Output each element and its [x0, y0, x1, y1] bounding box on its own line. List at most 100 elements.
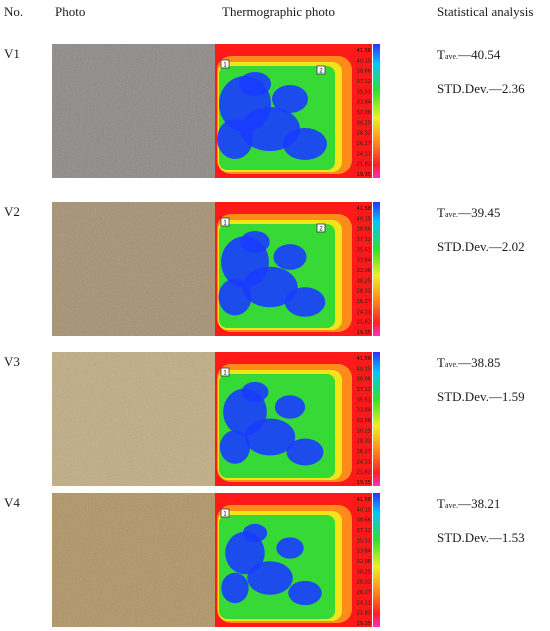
scale-label: 35.51 — [357, 538, 371, 544]
scale-label: 21.82 — [357, 611, 371, 617]
statistics: Tave.—40.54 STD.Dev.—2.36 — [437, 46, 525, 98]
average-temperature: Tave.—38.21 — [437, 496, 501, 511]
scale-label: 40.15 — [357, 216, 371, 222]
scale-label: 40.15 — [357, 507, 371, 513]
color-scale-bar — [373, 44, 380, 178]
measurement-marker: 1 — [220, 367, 230, 377]
scale-label: 30.25 — [357, 120, 371, 126]
measurement-marker: 1 — [220, 217, 230, 227]
average-temperature: Tave.—40.54 — [437, 47, 501, 62]
measurement-marker: 1 — [220, 508, 230, 518]
scale-label: 38.66 — [357, 377, 371, 383]
scale-label: 26.27 — [357, 449, 371, 455]
row-v1: V1 1 2 41.58 40.15 38.66 37.12 35.51 33.84 32.08 3… — [0, 44, 550, 182]
scale-label: 28.32 — [357, 131, 371, 137]
scale-label: 24.11 — [357, 600, 371, 606]
scale-label: 41.58 — [357, 497, 371, 503]
scale-label: 28.32 — [357, 289, 371, 295]
scale-label: 41.58 — [357, 48, 371, 54]
scale-label: 37.12 — [357, 79, 371, 85]
statistics: Tave.—38.21 STD.Dev.—1.53 — [437, 495, 525, 547]
scale-label: 37.12 — [357, 237, 371, 243]
svg-text:1: 1 — [223, 370, 227, 377]
scale-label: 38.66 — [357, 69, 371, 75]
scale-label: 26.27 — [357, 590, 371, 596]
measurement-marker: 2 — [316, 65, 326, 75]
std-deviation: STD.Dev.—2.02 — [437, 239, 525, 254]
color-scale-bar — [373, 202, 380, 336]
scale-label: 40.15 — [357, 366, 371, 372]
scale-label: 21.82 — [357, 162, 371, 168]
scale-label: 37.12 — [357, 387, 371, 393]
row-label: V1 — [4, 46, 20, 61]
std-deviation: STD.Dev.—1.53 — [437, 530, 525, 545]
header-stats: Statistical analysis — [437, 4, 534, 19]
header-photo: Photo — [55, 4, 86, 19]
measurement-marker: 1 — [220, 59, 230, 69]
scale-label: 32.08 — [357, 418, 371, 424]
thermographic-image: 1 2 41.58 40.15 38.66 37.12 35.51 33.84 32.08 30.… — [215, 202, 388, 336]
scale-label: 19.35 — [357, 480, 371, 486]
scale-label: 38.66 — [357, 518, 371, 524]
scale-label: 32.08 — [357, 268, 371, 274]
scale-label: 33.84 — [357, 258, 371, 264]
scale-label: 38.66 — [357, 227, 371, 233]
scale-label: 35.51 — [357, 89, 371, 95]
scale-label: 32.08 — [357, 559, 371, 565]
row-v2: V2 1 2 41.58 40.15 38.66 37.12 35.51 33.84 32.08 3… — [0, 202, 550, 340]
scale-label: 33.84 — [357, 408, 371, 414]
scale-label: 30.25 — [357, 428, 371, 434]
svg-text:1: 1 — [223, 220, 227, 227]
scale-label: 24.11 — [357, 459, 371, 465]
color-scale-bar — [373, 352, 380, 486]
scale-label: 21.82 — [357, 470, 371, 476]
svg-text:2: 2 — [319, 226, 323, 233]
scale-label: 30.25 — [357, 278, 371, 284]
color-scale-bar — [373, 493, 380, 627]
scale-label: 19.35 — [357, 330, 371, 336]
surface-photo — [52, 202, 215, 336]
surface-photo — [52, 493, 215, 627]
surface-photo — [52, 352, 215, 486]
row-v3: V3 1 41.58 40.15 38.66 37.12 35.51 33.84 32.08 30… — [0, 352, 550, 490]
scale-label: 21.82 — [357, 320, 371, 326]
row-label: V3 — [4, 354, 20, 369]
row-v4: V4 1 41.58 40.15 38.66 37.12 35.51 33.84 32.08 30… — [0, 493, 550, 631]
statistics: Tave.—39.45 STD.Dev.—2.02 — [437, 204, 525, 256]
thermographic-image: 1 2 41.58 40.15 38.66 37.12 35.51 33.84 32.08 30.… — [215, 44, 388, 178]
scale-label: 32.08 — [357, 110, 371, 116]
scale-label: 26.27 — [357, 299, 371, 305]
scale-label: 35.51 — [357, 397, 371, 403]
row-label: V4 — [4, 495, 20, 510]
scale-label: 19.35 — [357, 172, 371, 178]
header-no: No. — [4, 4, 24, 19]
svg-text:2: 2 — [319, 68, 323, 75]
scale-label: 24.11 — [357, 309, 371, 315]
scale-label: 40.15 — [357, 58, 371, 64]
scale-label: 19.35 — [357, 621, 371, 627]
surface-photo — [52, 44, 215, 178]
scale-label: 41.58 — [357, 206, 371, 212]
svg-text:1: 1 — [223, 511, 227, 518]
scale-label: 35.51 — [357, 247, 371, 253]
scale-label: 24.11 — [357, 151, 371, 157]
std-deviation: STD.Dev.—1.59 — [437, 389, 525, 404]
scale-label: 30.25 — [357, 569, 371, 575]
average-temperature: Tave.—39.45 — [437, 205, 501, 220]
measurement-marker: 2 — [316, 223, 326, 233]
scale-label: 41.58 — [357, 356, 371, 362]
std-deviation: STD.Dev.—2.36 — [437, 81, 525, 96]
header-thermo: Thermographic photo — [222, 4, 335, 19]
svg-text:1: 1 — [223, 62, 227, 69]
average-temperature: Tave.—38.85 — [437, 355, 501, 370]
scale-label: 37.12 — [357, 528, 371, 534]
statistics: Tave.—38.85 STD.Dev.—1.59 — [437, 354, 525, 406]
scale-label: 28.32 — [357, 580, 371, 586]
scale-label: 26.27 — [357, 141, 371, 147]
thermographic-image: 1 41.58 40.15 38.66 37.12 35.51 33.84 32.08 30.2… — [215, 493, 388, 627]
scale-label: 33.84 — [357, 100, 371, 106]
thermographic-image: 1 41.58 40.15 38.66 37.12 35.51 33.84 32.08 30.2… — [215, 352, 388, 486]
scale-label: 28.32 — [357, 439, 371, 445]
row-label: V2 — [4, 204, 20, 219]
scale-label: 33.84 — [357, 549, 371, 555]
